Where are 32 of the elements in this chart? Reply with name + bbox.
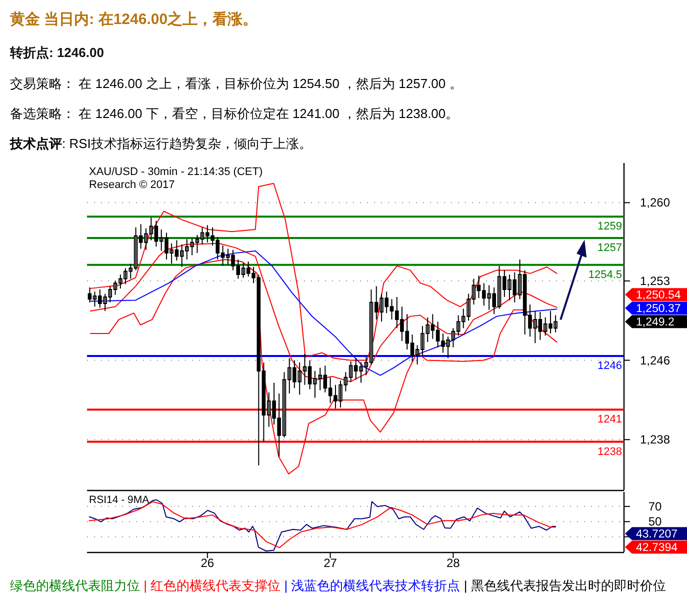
text: 43.7207 xyxy=(636,528,678,541)
ref-line-label: 1259 xyxy=(598,220,622,233)
text: 绿色的横线代表阻力位 xyxy=(10,578,144,593)
annotation: XAU/USD - 30min - 21:14:35 (CET) xyxy=(89,166,263,178)
text: 备选策略： 在 1246.00 下，看空，目标价位定在 1241.00 ，然后为 1238.00。 xyxy=(10,106,459,121)
ref-line-label: 1241 xyxy=(598,414,622,426)
x-tick-label: 26 xyxy=(200,556,214,570)
text: | 黑色线代表报告发出时的即时价位 xyxy=(464,578,666,593)
annotation: Research © 2017 xyxy=(89,179,175,191)
ref-line-label: 1254.5 xyxy=(588,268,622,281)
text: | 红色的横线代表支撑位 xyxy=(144,578,284,593)
text: | 浅蓝色的横线代表技术转折点 xyxy=(284,578,464,593)
ref-line-label: 1257 xyxy=(598,242,622,254)
text: 1,249.2 xyxy=(636,316,674,329)
chart-title: 黄金 当日内: 在1246.00之上，看涨。 xyxy=(9,10,258,28)
chart-title: RSI14 - 9MA xyxy=(89,494,150,506)
chart-subtitle: 转折点: 1246.00 xyxy=(9,45,104,60)
y-tick-label: 1,260 xyxy=(640,196,670,210)
text: 技术点评: RSI技术指标运行趋势复杂，倾向于上涨。 xyxy=(9,136,312,151)
y-tick-label: 50 xyxy=(648,514,662,529)
y-tick-label: 70 xyxy=(648,499,662,514)
text: 42.7394 xyxy=(636,542,678,554)
y-tick-label: 1,246 xyxy=(640,353,670,368)
text: 1,250.37 xyxy=(636,303,681,316)
x-tick-label: 28 xyxy=(446,556,460,570)
text: 1,250.54 xyxy=(636,290,682,302)
x-tick-label: 27 xyxy=(324,556,338,570)
ref-line-label: 1238 xyxy=(598,446,622,458)
text: 交易策略： 在 1246.00 之上，看涨，目标价位为 1254.50 ，然后为 1257.00 。 xyxy=(10,76,462,91)
y-tick-label: 1,253 xyxy=(640,274,670,288)
y-tick-label: 1,238 xyxy=(640,432,670,447)
ref-line-label: 1246 xyxy=(598,360,622,372)
